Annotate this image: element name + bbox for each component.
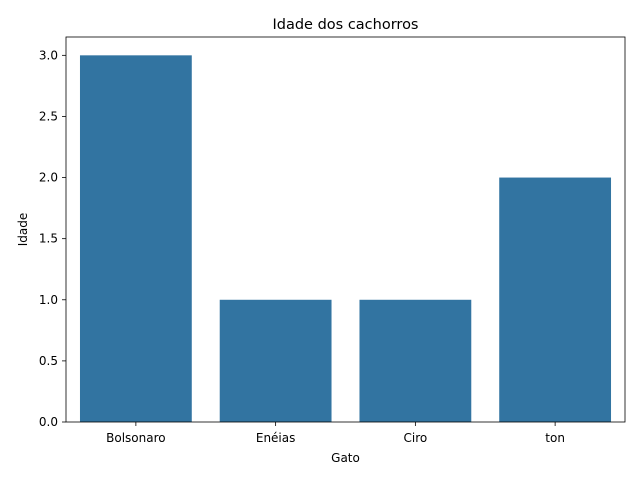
x-tick-label: ton [545,431,565,445]
bar-0 [79,55,192,422]
y-tick-label: 0.0 [39,415,58,429]
y-tick-label: 2.0 [39,171,58,185]
bar-3 [499,177,612,422]
y-tick-label: 1.5 [39,232,58,246]
y-ticks-layer: 0.0 0.5 1.0 1.5 2.0 2.5 3.0 [39,48,66,429]
x-tick-label: Bolsonaro [106,431,165,445]
chart-title: Idade dos cachorros [272,17,418,33]
y-tick-label: 2.5 [39,109,58,123]
x-ticks-layer: Bolsonaro Enéias Ciro ton [106,422,565,445]
bar-2 [359,299,472,422]
x-tick-label: Enéias [256,431,296,445]
bar-1 [219,299,332,422]
plot-frame [65,36,626,423]
y-axis-label: Idade [16,213,30,247]
x-tick-label: Ciro [404,431,428,445]
bars-layer [79,55,612,422]
x-axis-label: Gato [331,451,360,465]
y-tick-label: 0.5 [39,354,58,368]
y-tick-label: 3.0 [39,48,58,62]
y-tick-label: 1.0 [39,293,58,307]
